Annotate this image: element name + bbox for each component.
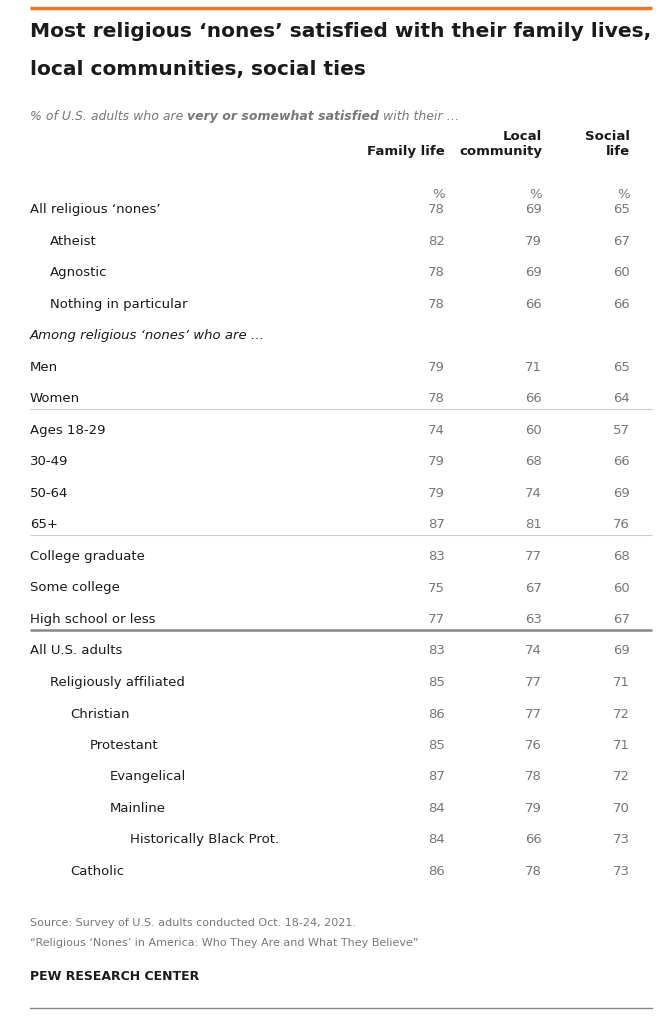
Text: 66: 66: [614, 455, 630, 469]
Text: 73: 73: [613, 834, 630, 846]
Text: very or somewhat satisfied: very or somewhat satisfied: [187, 110, 380, 123]
Text: Some college: Some college: [30, 581, 120, 594]
Text: 87: 87: [428, 770, 445, 784]
Text: 76: 76: [613, 519, 630, 532]
Text: 65+: 65+: [30, 519, 58, 532]
Text: 73: 73: [613, 865, 630, 878]
Text: 65: 65: [613, 361, 630, 374]
Text: Mainline: Mainline: [110, 802, 166, 815]
Text: 78: 78: [428, 267, 445, 279]
Text: 67: 67: [613, 613, 630, 626]
Text: Women: Women: [30, 393, 80, 405]
Text: Most religious ‘nones’ satisfied with their family lives,: Most religious ‘nones’ satisfied with th…: [30, 23, 651, 41]
Text: 60: 60: [614, 267, 630, 279]
Text: Atheist: Atheist: [50, 235, 97, 248]
Text: Social
life: Social life: [585, 130, 630, 158]
Text: 69: 69: [526, 267, 542, 279]
Text: 83: 83: [428, 644, 445, 658]
Text: 71: 71: [525, 361, 542, 374]
Text: % of U.S. adults who are: % of U.S. adults who are: [30, 110, 187, 123]
Text: Religiously affiliated: Religiously affiliated: [50, 676, 185, 690]
Text: 67: 67: [613, 235, 630, 248]
Text: 30-49: 30-49: [30, 455, 69, 469]
Text: local communities, social ties: local communities, social ties: [30, 60, 366, 79]
Text: Men: Men: [30, 361, 58, 374]
Text: %: %: [530, 188, 542, 201]
Text: High school or less: High school or less: [30, 613, 155, 626]
Text: 78: 78: [428, 393, 445, 405]
Text: 74: 74: [525, 487, 542, 500]
Text: Christian: Christian: [70, 708, 130, 720]
Text: 79: 79: [525, 235, 542, 248]
Text: College graduate: College graduate: [30, 550, 145, 563]
Text: Protestant: Protestant: [90, 739, 159, 752]
Text: 72: 72: [613, 708, 630, 720]
Text: 79: 79: [525, 802, 542, 815]
Text: 66: 66: [526, 393, 542, 405]
Text: 67: 67: [525, 581, 542, 594]
Text: PEW RESEARCH CENTER: PEW RESEARCH CENTER: [30, 970, 200, 983]
Text: 84: 84: [428, 834, 445, 846]
Text: Historically Black Prot.: Historically Black Prot.: [130, 834, 279, 846]
Text: 74: 74: [525, 644, 542, 658]
Text: “Religious ‘Nones’ in America: Who They Are and What They Believe”: “Religious ‘Nones’ in America: Who They …: [30, 938, 419, 948]
Text: Ages 18-29: Ages 18-29: [30, 424, 106, 437]
Text: 68: 68: [614, 550, 630, 563]
Text: 79: 79: [428, 455, 445, 469]
Text: 69: 69: [614, 644, 630, 658]
Text: 60: 60: [526, 424, 542, 437]
Text: with their …: with their …: [380, 110, 460, 123]
Text: 64: 64: [614, 393, 630, 405]
Text: 78: 78: [525, 865, 542, 878]
Text: 60: 60: [614, 581, 630, 594]
Text: All religious ‘nones’: All religious ‘nones’: [30, 204, 161, 217]
Text: Agnostic: Agnostic: [50, 267, 108, 279]
Text: 66: 66: [526, 834, 542, 846]
Text: 79: 79: [428, 487, 445, 500]
Text: Catholic: Catholic: [70, 865, 124, 878]
Text: 83: 83: [428, 550, 445, 563]
Text: 65: 65: [613, 204, 630, 217]
Text: 66: 66: [526, 298, 542, 311]
Text: 77: 77: [525, 708, 542, 720]
Text: 77: 77: [525, 550, 542, 563]
Text: 74: 74: [428, 424, 445, 437]
Text: 85: 85: [428, 739, 445, 752]
Text: 50-64: 50-64: [30, 487, 69, 500]
Text: Evangelical: Evangelical: [110, 770, 186, 784]
Text: %: %: [618, 188, 630, 201]
Text: All U.S. adults: All U.S. adults: [30, 644, 122, 658]
Text: 69: 69: [614, 487, 630, 500]
Text: 87: 87: [428, 519, 445, 532]
Text: %: %: [432, 188, 445, 201]
Text: 77: 77: [525, 676, 542, 690]
Text: 78: 78: [525, 770, 542, 784]
Text: 86: 86: [428, 708, 445, 720]
Text: 71: 71: [613, 676, 630, 690]
Text: 70: 70: [613, 802, 630, 815]
Text: 77: 77: [428, 613, 445, 626]
Text: 72: 72: [613, 770, 630, 784]
Text: 82: 82: [428, 235, 445, 248]
Text: 71: 71: [613, 739, 630, 752]
Text: 78: 78: [428, 204, 445, 217]
Text: Local
community: Local community: [459, 130, 542, 158]
Text: 76: 76: [525, 739, 542, 752]
Text: 68: 68: [526, 455, 542, 469]
Text: Among religious ‘nones’ who are …: Among religious ‘nones’ who are …: [30, 329, 265, 343]
Text: 85: 85: [428, 676, 445, 690]
Text: Nothing in particular: Nothing in particular: [50, 298, 187, 311]
Text: 57: 57: [613, 424, 630, 437]
Text: Family life: Family life: [368, 145, 445, 158]
Text: 81: 81: [525, 519, 542, 532]
Text: 75: 75: [428, 581, 445, 594]
Text: 69: 69: [526, 204, 542, 217]
Text: 79: 79: [428, 361, 445, 374]
Text: 63: 63: [525, 613, 542, 626]
Text: 86: 86: [428, 865, 445, 878]
Text: 66: 66: [614, 298, 630, 311]
Text: Source: Survey of U.S. adults conducted Oct. 18-24, 2021.: Source: Survey of U.S. adults conducted …: [30, 918, 356, 928]
Text: 84: 84: [428, 802, 445, 815]
Text: 78: 78: [428, 298, 445, 311]
